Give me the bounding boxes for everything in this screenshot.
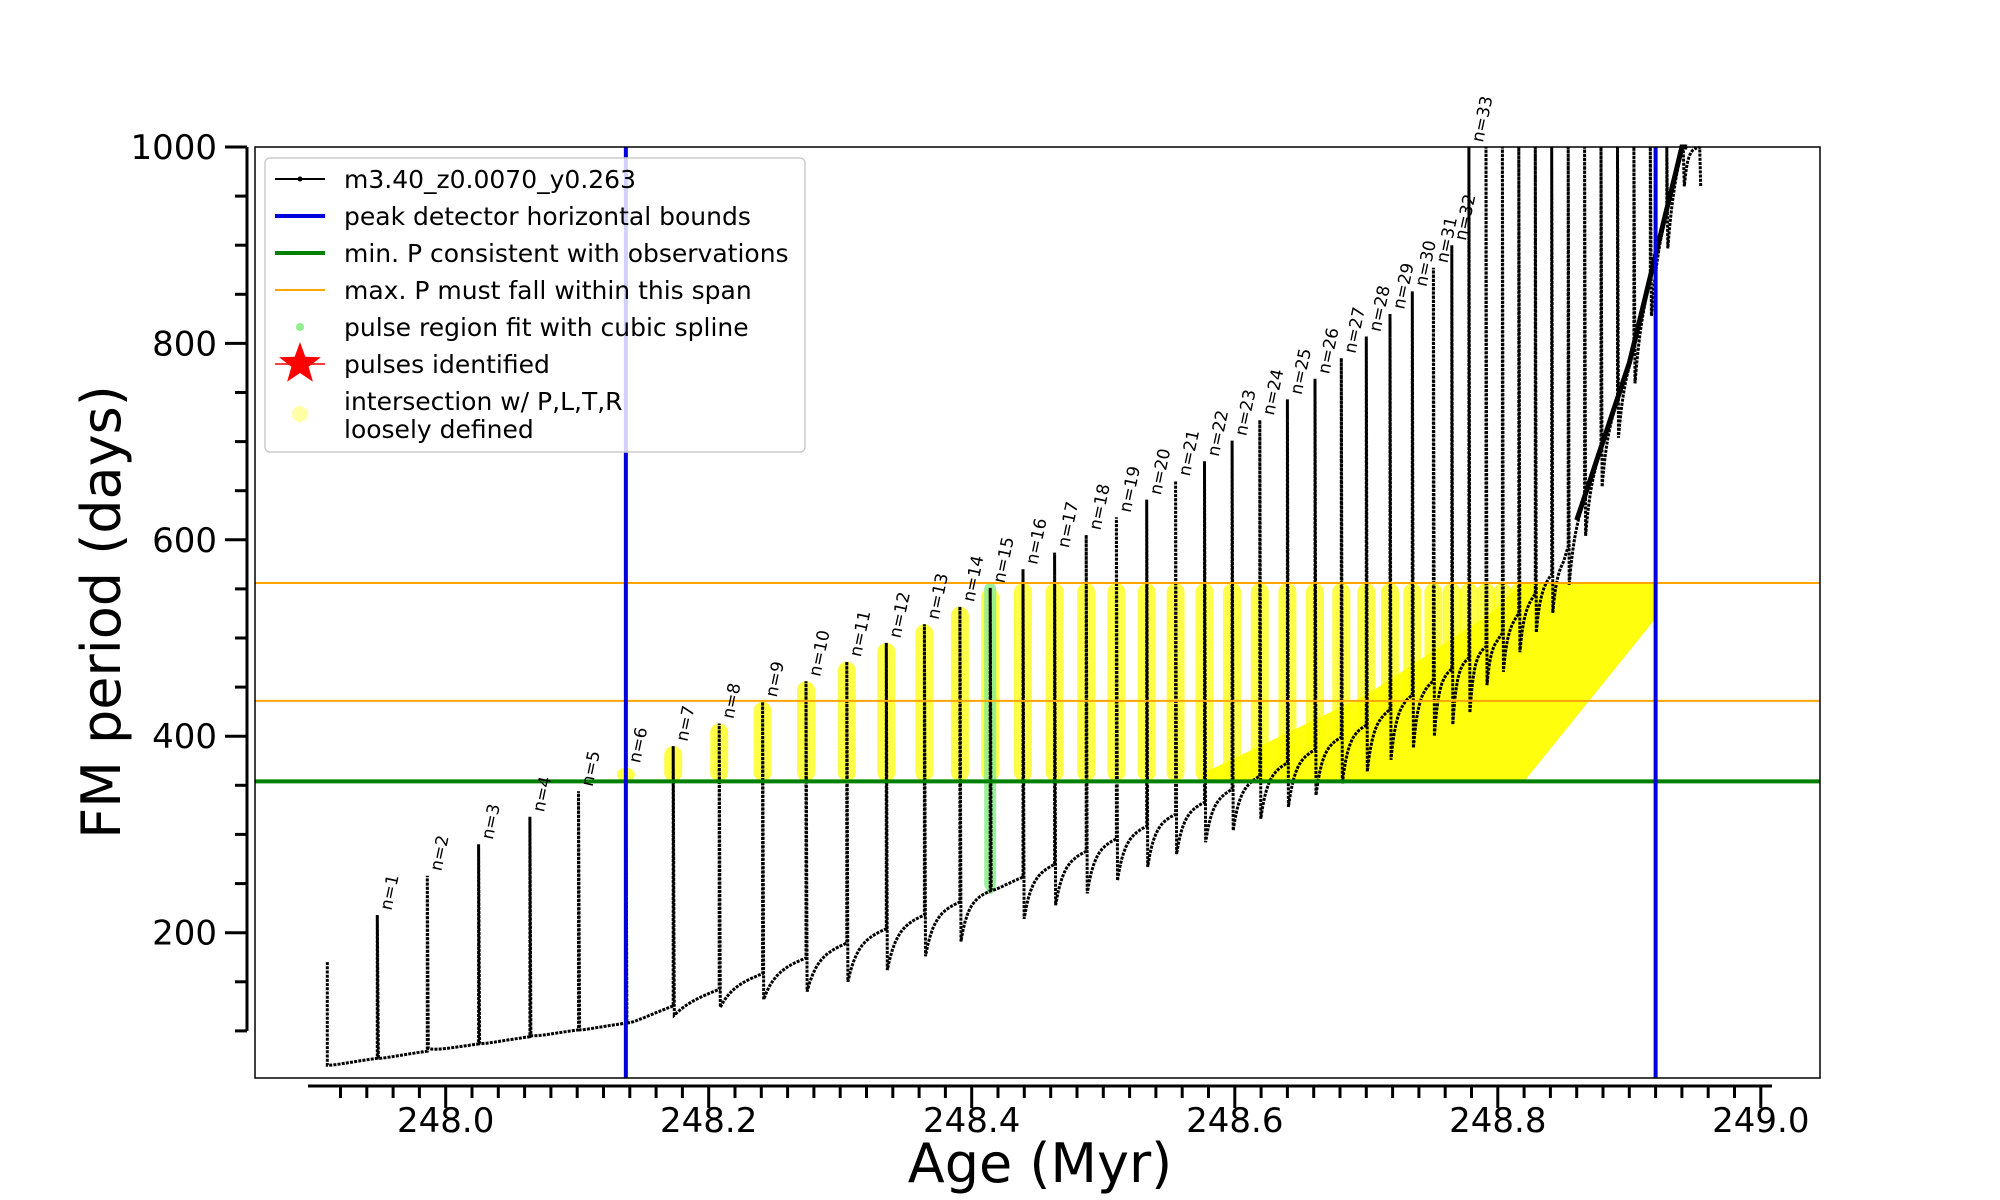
legend-entry-label: max. P must fall within this span bbox=[344, 276, 752, 305]
x-tick-label: 248.8 bbox=[1449, 1101, 1546, 1141]
track-final-climb bbox=[1574, 144, 1688, 521]
x-tick-label: 248.6 bbox=[1186, 1101, 1283, 1141]
legend-entry-label: m3.40_z0.0070_y0.263 bbox=[344, 165, 636, 194]
legend-entry-label: peak detector horizontal bounds bbox=[344, 202, 751, 231]
y-tick-label: 600 bbox=[152, 521, 217, 561]
legend-entry-label-line2: loosely defined bbox=[344, 415, 534, 444]
legend-swatch-track-dot bbox=[297, 176, 303, 182]
x-axis: 248.0 248.2 248.4 248.6 248.8 249.0 bbox=[308, 1084, 1809, 1141]
legend-entry-label: pulses identified bbox=[344, 350, 550, 379]
y-tick-label: 400 bbox=[152, 717, 217, 757]
x-tick-label: 249.0 bbox=[1712, 1101, 1809, 1141]
legend-entry-label: pulse region fit with cubic spline bbox=[344, 313, 749, 342]
legend-swatch-circle bbox=[292, 406, 308, 422]
x-tick-label: 248.0 bbox=[397, 1101, 494, 1141]
track-line bbox=[325, 145, 1703, 1067]
x-axis-label: Age (Myr) bbox=[908, 1132, 1173, 1195]
legend-swatch-star-icon bbox=[279, 342, 321, 382]
x-tick-label: 248.2 bbox=[660, 1101, 757, 1141]
intersection-column bbox=[1166, 583, 1185, 782]
x-tick-label: 248.4 bbox=[923, 1101, 1020, 1141]
legend-box bbox=[264, 157, 806, 453]
y-tick-label: 200 bbox=[152, 914, 217, 954]
y-axis: 200 400 600 800 1000 bbox=[130, 128, 249, 1033]
legend-swatch-dot bbox=[296, 323, 304, 331]
evolution-track-layer bbox=[325, 144, 1703, 1067]
horizontal-reference-lines bbox=[255, 582, 1820, 784]
legend-entry-label: intersection w/ P,L,T,R bbox=[344, 387, 623, 416]
intersection-region-layer bbox=[616, 583, 1656, 782]
y-tick-label: 800 bbox=[152, 324, 217, 364]
legend-entry-label: min. P consistent with observations bbox=[344, 239, 789, 268]
plot-frame bbox=[254, 146, 1821, 1079]
y-tick-label: 1000 bbox=[130, 128, 217, 168]
y-axis-label: FM period (days) bbox=[70, 385, 133, 839]
